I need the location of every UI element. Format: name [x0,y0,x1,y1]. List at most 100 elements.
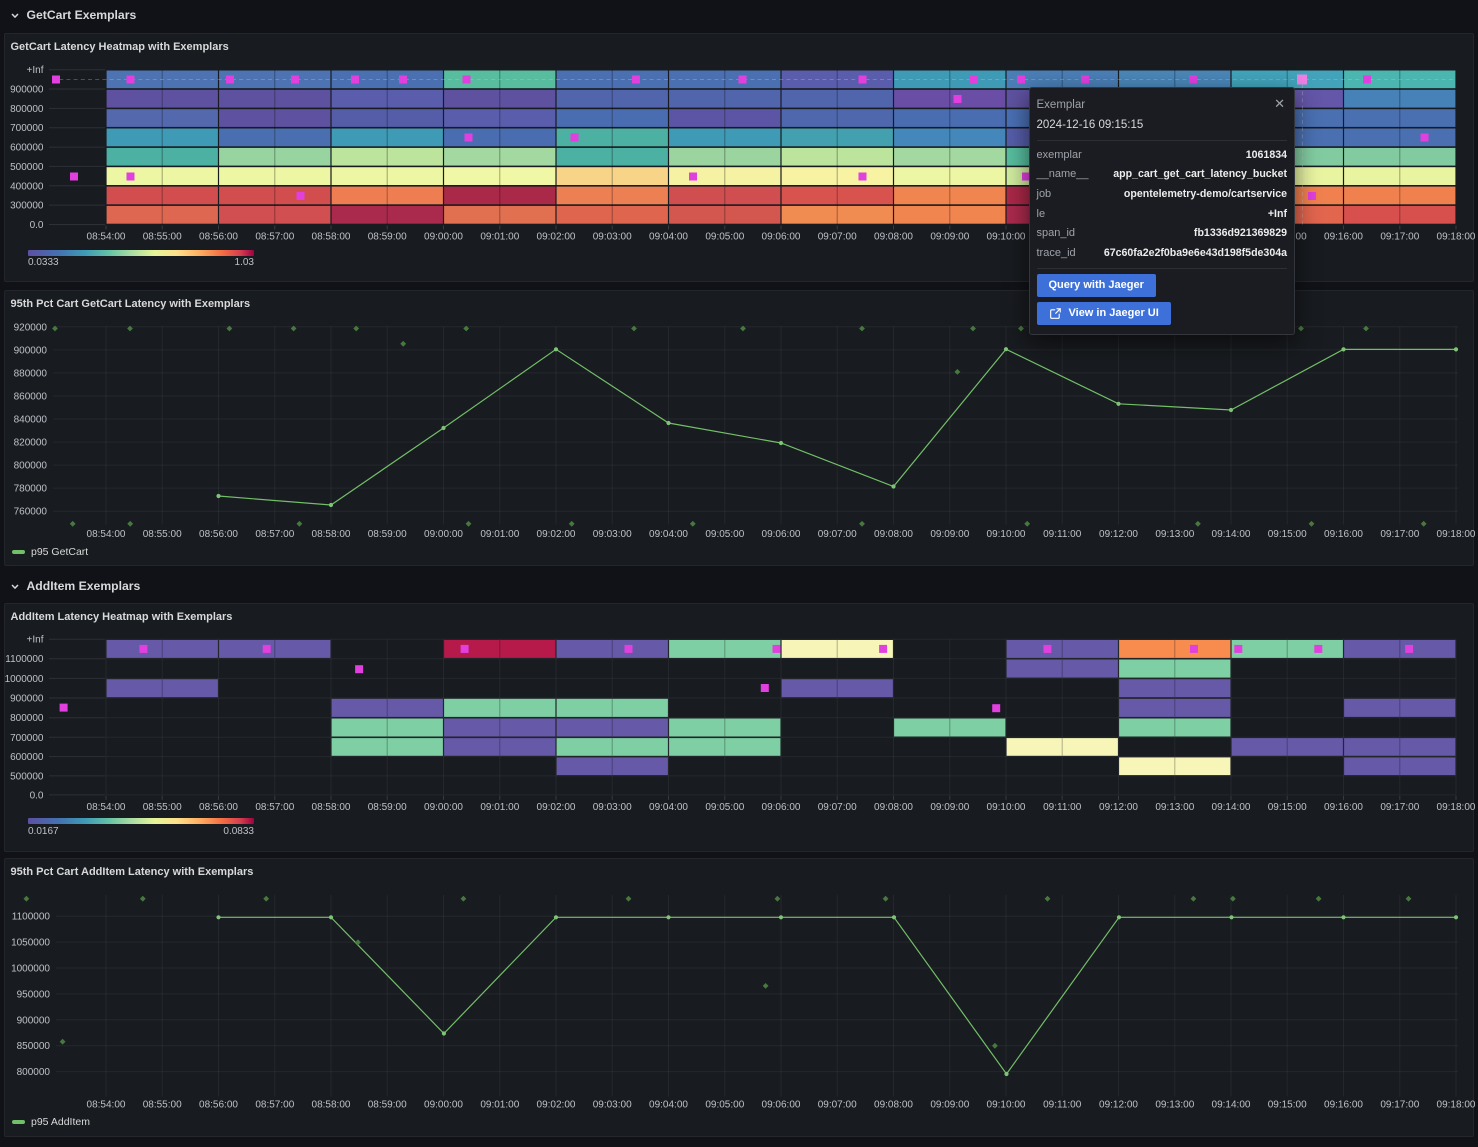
svg-text:09:05:00: 09:05:00 [705,1100,744,1111]
svg-text:08:59:00: 08:59:00 [368,232,407,243]
svg-text:09:17:00: 09:17:00 [1380,232,1419,243]
svg-text:1000000: 1000000 [11,964,50,975]
svg-text:09:18:00: 09:18:00 [1437,1100,1476,1111]
svg-text:09:04:00: 09:04:00 [649,1100,688,1111]
svg-text:09:06:00: 09:06:00 [762,529,801,540]
svg-text:09:08:00: 09:08:00 [874,232,913,243]
svg-text:09:09:00: 09:09:00 [930,232,969,243]
svg-text:09:06:00: 09:06:00 [762,232,801,243]
svg-text:800000: 800000 [10,713,44,724]
svg-text:900000: 900000 [10,694,44,705]
svg-text:08:58:00: 08:58:00 [312,1100,351,1111]
svg-text:900000: 900000 [14,345,48,356]
svg-text:09:07:00: 09:07:00 [818,802,857,813]
svg-text:09:04:00: 09:04:00 [649,232,688,243]
svg-text:900000: 900000 [17,1015,51,1026]
svg-text:09:10:00: 09:10:00 [987,1100,1026,1111]
svg-text:08:54:00: 08:54:00 [87,232,126,243]
svg-text:09:16:00: 09:16:00 [1324,802,1363,813]
svg-text:09:12:00: 09:12:00 [1099,529,1138,540]
svg-text:09:07:00: 09:07:00 [818,529,857,540]
svg-text:08:54:00: 08:54:00 [87,802,126,813]
svg-text:09:09:00: 09:09:00 [930,802,969,813]
svg-text:09:10:00: 09:10:00 [987,802,1026,813]
svg-text:09:06:00: 09:06:00 [762,1100,801,1111]
svg-text:09:15:00: 09:15:00 [1268,529,1307,540]
svg-text:08:55:00: 08:55:00 [143,232,182,243]
svg-text:08:54:00: 08:54:00 [87,1100,126,1111]
svg-text:09:03:00: 09:03:00 [593,529,632,540]
svg-text:08:58:00: 08:58:00 [312,802,351,813]
svg-text:09:05:00: 09:05:00 [705,802,744,813]
svg-text:09:13:00: 09:13:00 [1155,1100,1194,1111]
svg-text:09:15:00: 09:15:00 [1268,1100,1307,1111]
svg-text:09:01:00: 09:01:00 [480,802,519,813]
svg-text:09:05:00: 09:05:00 [705,529,744,540]
svg-text:08:57:00: 08:57:00 [255,232,294,243]
svg-text:08:57:00: 08:57:00 [255,529,294,540]
svg-text:850000: 850000 [17,1041,51,1052]
svg-text:880000: 880000 [14,368,48,379]
svg-text:09:05:00: 09:05:00 [705,232,744,243]
svg-text:760000: 760000 [14,507,48,518]
svg-text:600000: 600000 [10,143,44,154]
svg-text:09:08:00: 09:08:00 [874,802,913,813]
svg-text:09:00:00: 09:00:00 [424,802,463,813]
svg-text:09:11:00: 09:11:00 [1043,1100,1082,1111]
svg-text:09:16:00: 09:16:00 [1324,1100,1363,1111]
svg-text:08:59:00: 08:59:00 [368,1100,407,1111]
svg-text:08:59:00: 08:59:00 [368,529,407,540]
svg-text:1050000: 1050000 [11,938,50,949]
svg-text:09:18:00: 09:18:00 [1437,232,1476,243]
svg-text:08:58:00: 08:58:00 [312,529,351,540]
svg-text:09:17:00: 09:17:00 [1380,1100,1419,1111]
svg-text:800000: 800000 [17,1067,51,1078]
svg-text:09:16:00: 09:16:00 [1324,529,1363,540]
svg-text:08:54:00: 08:54:00 [87,529,126,540]
svg-text:09:02:00: 09:02:00 [537,529,576,540]
svg-text:09:00:00: 09:00:00 [424,529,463,540]
svg-text:950000: 950000 [17,989,51,1000]
svg-text:09:08:00: 09:08:00 [874,529,913,540]
svg-text:920000: 920000 [14,322,48,333]
svg-text:09:03:00: 09:03:00 [593,1100,632,1111]
svg-text:09:14:00: 09:14:00 [1212,802,1251,813]
svg-text:09:11:00: 09:11:00 [1043,802,1082,813]
svg-text:08:57:00: 08:57:00 [255,802,294,813]
svg-text:09:15:00: 09:15:00 [1268,802,1307,813]
svg-text:09:12:00: 09:12:00 [1099,1100,1138,1111]
svg-text:08:55:00: 08:55:00 [143,1100,182,1111]
svg-text:1100000: 1100000 [5,654,44,665]
svg-text:+Inf: +Inf [27,65,44,76]
svg-text:840000: 840000 [14,415,48,426]
svg-text:09:12:00: 09:12:00 [1099,802,1138,813]
svg-text:09:17:00: 09:17:00 [1380,529,1419,540]
svg-text:09:02:00: 09:02:00 [537,232,576,243]
svg-text:800000: 800000 [14,461,48,472]
svg-text:08:56:00: 08:56:00 [199,232,238,243]
svg-text:09:14:00: 09:14:00 [1212,529,1251,540]
svg-text:09:08:00: 09:08:00 [874,1100,913,1111]
svg-text:09:13:00: 09:13:00 [1155,802,1194,813]
svg-text:08:57:00: 08:57:00 [255,1100,294,1111]
svg-text:500000: 500000 [10,162,44,173]
svg-text:09:09:00: 09:09:00 [930,1100,969,1111]
svg-text:780000: 780000 [14,484,48,495]
svg-text:1100000: 1100000 [12,912,51,923]
svg-text:900000: 900000 [10,85,44,96]
svg-text:09:17:00: 09:17:00 [1380,802,1419,813]
svg-text:800000: 800000 [10,104,44,115]
svg-text:09:18:00: 09:18:00 [1437,529,1476,540]
svg-text:09:18:00: 09:18:00 [1437,802,1476,813]
svg-text:09:03:00: 09:03:00 [593,232,632,243]
svg-text:08:55:00: 08:55:00 [143,529,182,540]
svg-text:08:56:00: 08:56:00 [199,802,238,813]
svg-text:09:04:00: 09:04:00 [649,802,688,813]
svg-text:1000000: 1000000 [5,674,44,685]
svg-text:09:10:00: 09:10:00 [987,232,1026,243]
svg-text:700000: 700000 [10,123,44,134]
svg-text:09:01:00: 09:01:00 [480,1100,519,1111]
svg-text:09:02:00: 09:02:00 [537,802,576,813]
svg-text:09:10:00: 09:10:00 [987,529,1026,540]
svg-text:09:11:00: 09:11:00 [1043,529,1082,540]
